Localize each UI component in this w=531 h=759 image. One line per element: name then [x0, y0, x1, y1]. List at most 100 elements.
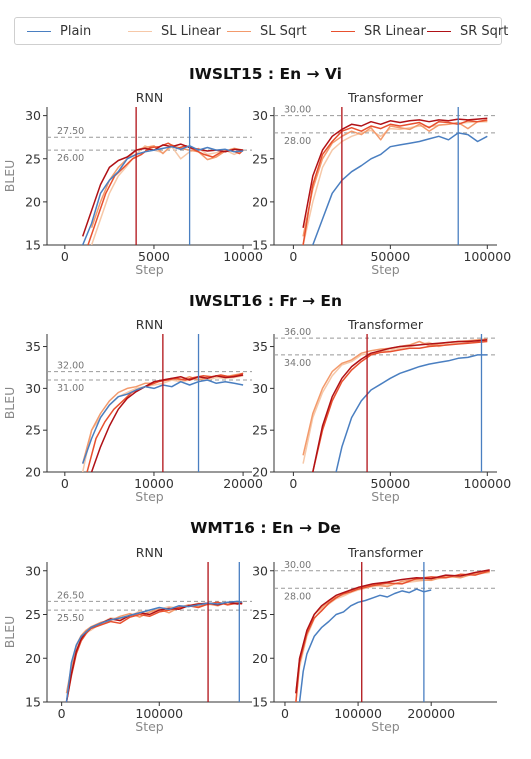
- x-tick-label: 50000: [370, 249, 410, 264]
- series-line-sr-linear: [312, 340, 488, 472]
- y-tick-label: 20: [25, 465, 41, 480]
- x-tick-label: 20000: [223, 476, 263, 491]
- reference-label-upper: 36.00: [284, 327, 311, 338]
- x-axis-label: Step: [135, 489, 164, 504]
- reference-label-lower: 31.00: [57, 383, 84, 394]
- panel-1-transformer: 15 20 25 30 0 50000 100000 Transformer Step 30.00…: [252, 90, 511, 277]
- reference-label-upper: 27.50: [57, 126, 84, 137]
- legend-swatch: [27, 31, 51, 32]
- y-tick-label: 25: [25, 423, 41, 438]
- y-axis-label: BLEU: [2, 616, 17, 649]
- series-line-sr-sqrt: [295, 569, 490, 694]
- legend-label: SR Sqrt: [460, 24, 509, 39]
- x-tick-label: 0: [289, 249, 297, 264]
- reference-label-lower: 25.50: [57, 613, 84, 624]
- x-tick-label: 0: [61, 249, 69, 264]
- x-axis-label: Step: [371, 719, 400, 734]
- x-tick-label: 10000: [223, 249, 263, 264]
- y-tick-label: 35: [25, 339, 41, 354]
- series-line-sl-linear: [302, 339, 488, 464]
- y-tick-label: 25: [25, 607, 41, 622]
- series-line-sl-linear: [295, 571, 490, 702]
- y-tick-label: 20: [25, 651, 41, 666]
- series-line-sl-sqrt: [90, 144, 244, 229]
- panel-0-rnn: 15 20 25 30 0 5000 10000 RNN Step BLEU 27.50 26.00: [2, 90, 263, 277]
- x-tick-label: 200000: [407, 706, 455, 721]
- series-group: [302, 117, 488, 245]
- series-group: [65, 600, 243, 702]
- series-group: [295, 569, 490, 702]
- series-line-sr-linear: [295, 570, 490, 702]
- y-tick-label: 25: [252, 423, 268, 438]
- x-tick-label: 0: [289, 476, 297, 491]
- panel-title: Transformer: [347, 545, 424, 560]
- x-tick-label: 10000: [134, 476, 174, 491]
- series-line-sl-linear: [65, 600, 243, 702]
- reference-label-lower: 34.00: [284, 358, 311, 369]
- x-tick-label: 0: [58, 706, 66, 721]
- x-tick-label: 5000: [138, 249, 170, 264]
- x-tick-label: 100000: [463, 249, 511, 264]
- series-line-sr-linear: [302, 119, 488, 245]
- y-tick-label: 20: [252, 465, 268, 480]
- series-line-sr-sqrt: [90, 374, 244, 472]
- reference-label-upper: 30.00: [284, 560, 311, 571]
- series-line-sr-sqrt: [302, 117, 488, 228]
- panel-title: RNN: [136, 545, 163, 560]
- series-line-sl-sqrt: [65, 600, 243, 694]
- series-line-sr-linear: [86, 372, 244, 472]
- panel-2-rnn: 20 25 30 35 0 10000 20000 RNN Step BLEU 32.00 31.00: [2, 317, 263, 504]
- x-axis-label: Step: [371, 262, 400, 277]
- legend: Plain SL Linear SL Sqrt SR Linear SR Sqrt: [14, 17, 508, 45]
- reference-label-upper: 26.50: [57, 590, 84, 601]
- y-axis-label: BLEU: [2, 387, 17, 420]
- legend-swatch: [227, 31, 251, 32]
- panel-title: Transformer: [347, 317, 424, 332]
- y-tick-label: 25: [252, 151, 268, 166]
- series-line-sr-linear: [65, 601, 243, 702]
- y-tick-label: 20: [25, 194, 41, 209]
- series-line-sl-linear: [302, 120, 488, 245]
- y-tick-label: 20: [252, 194, 268, 209]
- reference-label-lower: 28.00: [284, 591, 311, 602]
- y-tick-label: 15: [252, 238, 268, 253]
- x-tick-label: 0: [281, 706, 289, 721]
- series-line-plain: [298, 588, 432, 702]
- series-line-sr-sqrt: [65, 601, 243, 702]
- reference-label-lower: 28.00: [284, 136, 311, 147]
- y-tick-label: 15: [25, 695, 41, 710]
- y-tick-label: 25: [25, 151, 41, 166]
- x-tick-label: 100000: [135, 706, 183, 721]
- panel-title: Transformer: [347, 90, 424, 105]
- series-line-sr-linear: [87, 142, 244, 245]
- y-axis-label: BLEU: [2, 160, 17, 193]
- legend-label: SL Sqrt: [260, 24, 307, 39]
- legend-swatch: [128, 31, 152, 32]
- x-axis-label: Step: [135, 719, 164, 734]
- series-line-sl-linear: [90, 145, 244, 245]
- panel-title: RNN: [136, 90, 163, 105]
- panel-3-transformer: 20 25 30 35 0 50000 100000 Transformer Step 36.00…: [252, 317, 511, 504]
- panel-4-rnn: 15 20 25 30 0 100000 RNN Step BLEU 26.50 25.50: [2, 545, 252, 734]
- y-tick-label: 30: [25, 381, 41, 396]
- y-tick-label: 30: [252, 563, 268, 578]
- panel-5-transformer: 15 20 25 30 0 100000 200000 Transformer Step 30.0…: [252, 545, 497, 734]
- x-tick-label: 100000: [334, 706, 382, 721]
- series-line-sl-sqrt: [302, 338, 488, 456]
- x-tick-label: 50000: [370, 476, 410, 491]
- x-axis-label: Step: [371, 489, 400, 504]
- reference-label-upper: 30.00: [284, 105, 311, 116]
- legend-swatch: [331, 31, 355, 32]
- series-line-sr-sqrt: [312, 339, 488, 472]
- panel-title: RNN: [136, 317, 163, 332]
- reference-label-lower: 26.00: [57, 153, 84, 164]
- y-tick-label: 35: [252, 339, 268, 354]
- series-line-sl-sqrt: [295, 570, 490, 694]
- x-axis-label: Step: [135, 262, 164, 277]
- y-tick-label: 30: [25, 563, 41, 578]
- series-line-sl-sqrt: [302, 120, 488, 237]
- series-line-plain: [65, 600, 243, 702]
- legend-label: SL Linear: [161, 24, 222, 39]
- y-tick-label: 15: [252, 695, 268, 710]
